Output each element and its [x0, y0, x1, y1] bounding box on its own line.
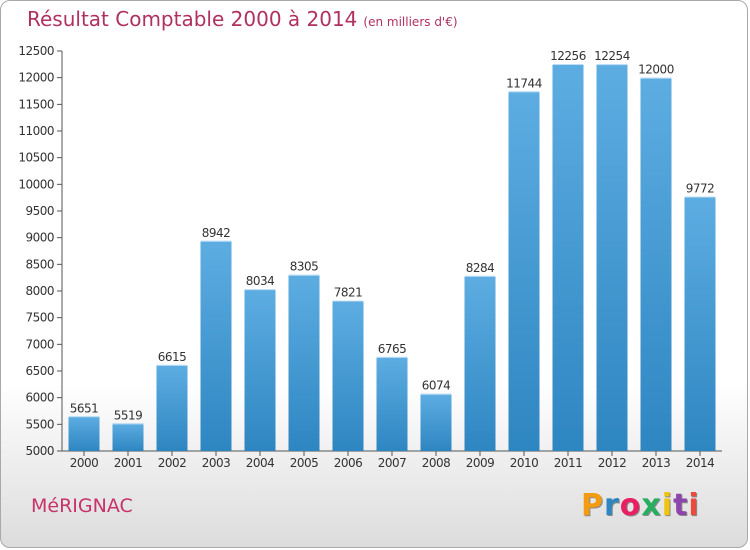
- bar-value-label: 12000: [638, 63, 674, 77]
- bar-value-label: 5651: [70, 401, 99, 415]
- bar-2010: [508, 91, 540, 451]
- bar-value-label: 6765: [378, 342, 407, 356]
- bar-2011: [552, 64, 584, 451]
- x-tick-label: 2005: [290, 456, 319, 470]
- y-tick-label: 9000: [25, 231, 54, 245]
- bar-value-label: 12254: [594, 49, 630, 63]
- y-tick-label: 8500: [25, 257, 54, 271]
- x-tick-label: 2010: [510, 456, 539, 470]
- bar-value-label: 5519: [114, 408, 143, 422]
- bar-2005: [288, 274, 320, 451]
- y-tick-label: 7000: [25, 337, 54, 351]
- bar-2000: [68, 416, 100, 451]
- bar-value-label: 9772: [686, 181, 715, 195]
- bar-2009: [464, 275, 496, 451]
- bar-2003: [200, 240, 232, 451]
- y-tick-label: 6000: [25, 391, 54, 405]
- logo-letter: x: [641, 488, 662, 523]
- bar-2001: [112, 423, 144, 451]
- logo-letter: i: [688, 488, 700, 523]
- y-tick-label: 8000: [25, 284, 54, 298]
- x-tick-label: 2001: [114, 456, 143, 470]
- bar-value-label: 8305: [290, 260, 319, 274]
- bar-value-label: 8284: [466, 261, 495, 275]
- x-tick-label: 2002: [158, 456, 187, 470]
- bar-value-label: 6074: [422, 379, 451, 393]
- bar-value-label: 8034: [246, 274, 275, 288]
- x-tick-label: 2004: [246, 456, 275, 470]
- y-tick-label: 10000: [18, 177, 54, 191]
- logo-letter: P: [581, 488, 604, 523]
- bar-2012: [596, 64, 628, 451]
- logo-letter: i: [661, 488, 674, 523]
- proxiti-logo: Proxiti: [581, 488, 700, 523]
- y-tick-label: 12500: [18, 44, 54, 58]
- bar-value-label: 6615: [158, 350, 187, 364]
- logo-letter: r: [604, 488, 620, 523]
- chart-title: Résultat Comptable 2000 à 2014 (en millie…: [27, 7, 458, 31]
- x-tick-label: 2000: [70, 456, 99, 470]
- x-tick-label: 2003: [202, 456, 231, 470]
- x-tick-label: 2009: [466, 456, 495, 470]
- logo-letter: t: [673, 488, 689, 523]
- y-tick-label: 10500: [18, 151, 54, 165]
- bar-2013: [640, 77, 672, 452]
- chart-title-text: Résultat Comptable 2000 à 2014: [27, 7, 358, 31]
- y-tick-label: 11000: [18, 124, 54, 138]
- y-tick-label: 5000: [25, 444, 54, 458]
- y-tick-label: 5500: [25, 417, 54, 431]
- x-tick-label: 2006: [334, 456, 363, 470]
- x-tick-label: 2014: [686, 456, 715, 470]
- x-tick-label: 2008: [422, 456, 451, 470]
- bar-value-label: 12256: [550, 49, 586, 63]
- y-tick-label: 11500: [18, 97, 54, 111]
- bar-2004: [244, 289, 276, 451]
- logo-letter: o: [619, 488, 642, 523]
- bar-2007: [376, 356, 408, 451]
- bar-value-label: 7821: [334, 286, 363, 300]
- commune-name: MéRIGNAC: [31, 495, 133, 517]
- x-tick-label: 2013: [642, 456, 671, 470]
- bar-value-label: 11744: [506, 76, 542, 90]
- bar-2008: [420, 393, 452, 451]
- y-tick-label: 9500: [25, 204, 54, 218]
- y-tick-label: 7500: [25, 311, 54, 325]
- bar-2014: [684, 196, 716, 451]
- x-tick-label: 2007: [378, 456, 407, 470]
- x-tick-label: 2011: [554, 456, 583, 470]
- y-tick-label: 6500: [25, 364, 54, 378]
- bar-2006: [332, 300, 364, 451]
- x-tick-label: 2012: [598, 456, 627, 470]
- y-tick-label: 12000: [18, 71, 54, 85]
- bar-2002: [156, 364, 188, 451]
- bar-value-label: 8942: [202, 226, 231, 240]
- chart-unit: (en milliers d'€): [363, 15, 458, 29]
